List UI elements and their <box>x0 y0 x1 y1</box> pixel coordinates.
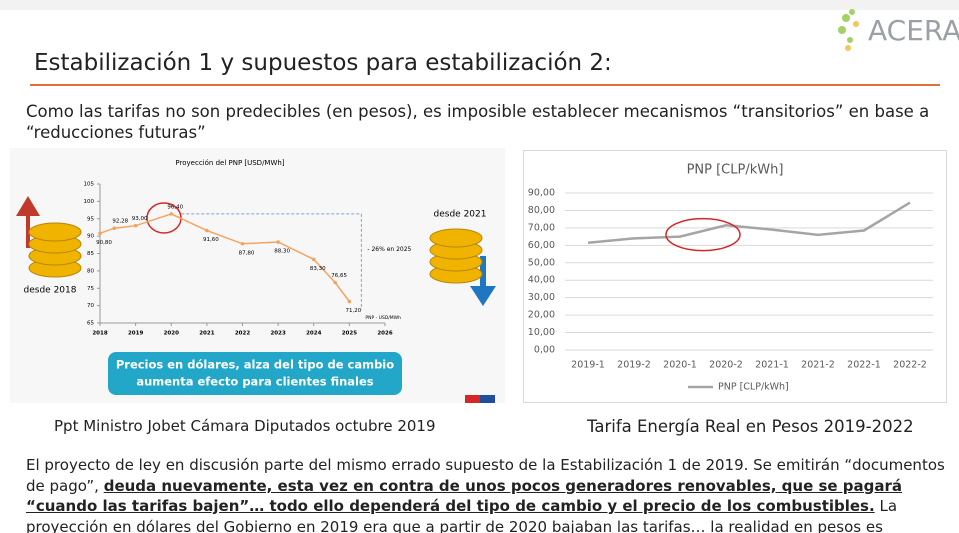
x-tick-label: 2021-2 <box>801 360 835 371</box>
data-point <box>241 242 245 246</box>
data-label: 71,20 <box>346 308 362 314</box>
y-tick-label: 65 <box>87 321 94 327</box>
x-tick-label: 2020-1 <box>663 360 697 371</box>
x-tick-label: 2019-1 <box>571 360 605 371</box>
x-tick-label: 2026 <box>377 331 392 337</box>
data-label: 88,30 <box>274 249 290 255</box>
data-label: 90,80 <box>96 240 112 246</box>
flag <box>480 395 495 403</box>
data-point <box>333 281 337 285</box>
y-tick-label: 90,00 <box>528 188 555 199</box>
y-tick-label: 40,00 <box>528 275 555 286</box>
slide: ACERA Estabilización 1 y supuestos para … <box>0 0 959 533</box>
y-tick-label: 0,00 <box>534 345 555 356</box>
caption: Tarifa Energía Real en Pesos 2019-2022 <box>587 417 914 436</box>
y-tick-label: 80,00 <box>528 205 555 216</box>
x-tick-label: 2018 <box>92 331 107 337</box>
logo: ACERA <box>832 2 959 58</box>
data-point <box>312 258 316 262</box>
y-tick-label: 85 <box>87 251 94 257</box>
data-point <box>205 229 209 233</box>
data-label: 87,80 <box>239 250 255 256</box>
data-point <box>348 300 352 304</box>
chart-right: PNP [CLP/kWh] 0,00 10,00 20,00 30,00 40,00 50… <box>523 150 947 403</box>
data-point <box>276 240 280 244</box>
y-tick-label: 105 <box>84 182 95 188</box>
annotation: - 26% en 2025 <box>367 246 411 253</box>
x-tick-label: 2022-2 <box>893 360 927 371</box>
data-point <box>169 212 173 216</box>
x-tick-label: 2021-1 <box>755 360 789 371</box>
x-tick-label: 2020-2 <box>709 360 743 371</box>
x-tick-label: 2024 <box>306 331 321 337</box>
y-tick-label: 95 <box>87 216 94 222</box>
x-tick-label: 2019 <box>128 331 143 337</box>
y-tick-label: 20,00 <box>528 310 555 321</box>
y-tick-label: 90 <box>87 234 94 240</box>
note-text: aumenta efecto para clientes finales <box>136 375 373 389</box>
body-text: El proyecto de ley en discusión parte de… <box>26 455 959 533</box>
y-tick-label: 60,00 <box>528 240 555 251</box>
logo-text: ACERA <box>868 14 959 47</box>
y-tick-label: 10,00 <box>528 327 555 338</box>
x-tick-label: 2021 <box>199 331 214 337</box>
x-tick-label: 2022-1 <box>847 360 881 371</box>
data-point <box>98 232 102 236</box>
y-tick-label: 100 <box>84 199 95 205</box>
y-tick-label: 75 <box>87 286 94 292</box>
data-point <box>112 226 116 230</box>
emphasis: deuda nuevamente, esta vez en contra de … <box>26 477 902 516</box>
note-text: Precios en dólares, alza del tipo de cam… <box>116 358 394 372</box>
intro: Como las tarifas no son predecibles (en … <box>26 101 936 143</box>
data-label: 96,40 <box>167 204 183 210</box>
annotation: PNP - USD/MWh <box>365 315 401 321</box>
x-tick-label: 2022 <box>235 331 250 337</box>
title-rule <box>30 84 940 86</box>
coins-left <box>29 223 81 277</box>
caption: Ppt Ministro Jobet Cámara Diputados octu… <box>54 417 436 435</box>
coin-label: desde 2018 <box>24 286 77 296</box>
data-label: 83,30 <box>310 266 326 272</box>
chart-title: Proyección del PNP [USD/MWh] <box>175 159 284 167</box>
y-tick-label: 70,00 <box>528 222 555 233</box>
coins-right <box>430 229 482 283</box>
chart-left: desde 2018 desde 2021 Proyección del PNP… <box>10 148 505 403</box>
top-band <box>0 0 959 10</box>
data-line <box>100 214 349 302</box>
data-label: 76,65 <box>331 273 347 279</box>
flag <box>465 395 480 403</box>
x-tick-label: 2020 <box>164 331 179 337</box>
y-tick-label: 50,00 <box>528 257 555 268</box>
x-tick-label: 2019-2 <box>617 360 651 371</box>
coin-label: desde 2021 <box>434 210 487 220</box>
y-tick-label: 70 <box>87 303 94 309</box>
data-label: 93,00 <box>132 216 148 222</box>
data-point <box>134 224 138 228</box>
y-tick-label: 80 <box>87 268 94 274</box>
x-tick-label: 2025 <box>342 331 357 337</box>
y-tick-label: 30,00 <box>528 292 555 303</box>
slide-title: Estabilización 1 y supuestos para estabi… <box>34 50 612 76</box>
data-label: 91,60 <box>203 237 219 243</box>
legend-label: PNP [CLP/kWh] <box>718 382 789 393</box>
chart-title: PNP [CLP/kWh] <box>687 163 784 178</box>
x-tick-label: 2023 <box>270 331 285 337</box>
data-label: 92,28 <box>112 219 128 225</box>
